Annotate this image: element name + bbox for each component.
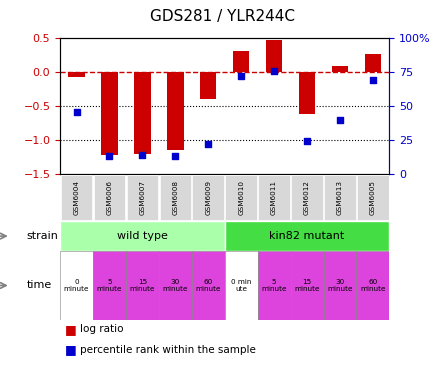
Text: 30
minute: 30 minute — [327, 279, 353, 292]
Point — [369, 78, 376, 83]
Bar — [69, 72, 85, 77]
Text: log ratio: log ratio — [80, 324, 124, 335]
Bar — [93, 175, 125, 220]
Text: GSM6005: GSM6005 — [370, 180, 376, 215]
Text: 60
minute: 60 minute — [195, 279, 221, 292]
Bar — [258, 175, 290, 220]
Bar — [365, 54, 381, 72]
Bar — [299, 72, 316, 114]
Bar — [101, 72, 118, 155]
Text: percentile rank within the sample: percentile rank within the sample — [80, 344, 256, 355]
Bar — [225, 251, 258, 320]
Bar — [225, 221, 389, 251]
Point — [336, 117, 344, 123]
Bar — [126, 251, 159, 320]
Text: 5
minute: 5 minute — [261, 279, 287, 292]
Text: time: time — [27, 280, 52, 291]
Point — [303, 138, 311, 144]
Point — [205, 141, 212, 147]
Text: 30
minute: 30 minute — [162, 279, 188, 292]
Text: 60
minute: 60 minute — [360, 279, 386, 292]
Bar — [233, 51, 250, 72]
Point — [172, 153, 179, 159]
Text: GSM6009: GSM6009 — [205, 180, 211, 215]
Text: 0 min
ute: 0 min ute — [231, 279, 251, 292]
Text: GSM6012: GSM6012 — [304, 180, 310, 215]
Bar — [324, 251, 356, 320]
Text: GSM6008: GSM6008 — [172, 180, 178, 215]
Point — [106, 153, 113, 159]
Bar — [200, 72, 217, 99]
Text: GSM6007: GSM6007 — [139, 180, 146, 215]
Bar — [356, 251, 389, 320]
Bar — [192, 175, 224, 220]
Bar — [192, 251, 225, 320]
Bar — [93, 251, 126, 320]
Bar — [258, 251, 291, 320]
Bar — [159, 251, 192, 320]
Bar — [324, 175, 356, 220]
Text: 15
minute: 15 minute — [129, 279, 155, 292]
Bar — [332, 66, 348, 72]
Bar — [291, 251, 324, 320]
Text: GSM6013: GSM6013 — [337, 180, 343, 215]
Text: kin82 mutant: kin82 mutant — [269, 231, 345, 241]
Text: ■: ■ — [65, 323, 76, 336]
Bar — [291, 175, 323, 220]
Bar — [159, 175, 191, 220]
Text: ■: ■ — [65, 343, 76, 356]
Text: GSM6006: GSM6006 — [106, 180, 113, 215]
Point — [139, 152, 146, 158]
Bar — [357, 175, 389, 220]
Point — [271, 68, 278, 74]
Bar — [126, 175, 158, 220]
Text: wild type: wild type — [117, 231, 168, 241]
Text: strain: strain — [27, 231, 59, 241]
Text: GDS281 / YLR244C: GDS281 / YLR244C — [150, 9, 295, 24]
Text: 0
minute: 0 minute — [64, 279, 89, 292]
Text: 5
minute: 5 minute — [97, 279, 122, 292]
Bar — [225, 175, 257, 220]
Bar — [61, 175, 93, 220]
Text: GSM6010: GSM6010 — [238, 180, 244, 215]
Text: GSM6011: GSM6011 — [271, 180, 277, 215]
Bar — [134, 72, 151, 154]
Bar — [60, 251, 93, 320]
Bar — [60, 221, 225, 251]
Point — [238, 74, 245, 79]
Bar — [266, 41, 283, 72]
Bar — [167, 72, 184, 150]
Point — [73, 109, 80, 115]
Text: GSM6004: GSM6004 — [73, 180, 80, 215]
Text: 15
minute: 15 minute — [294, 279, 320, 292]
